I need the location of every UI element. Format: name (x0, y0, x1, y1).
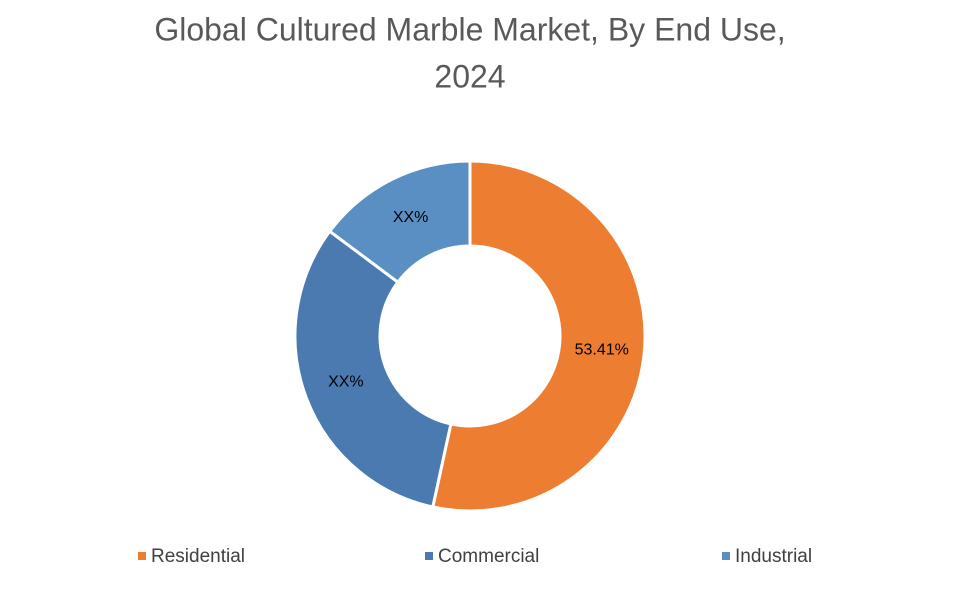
legend-marker (138, 552, 146, 560)
legend-marker (425, 552, 433, 560)
legend-marker (722, 552, 730, 560)
data-label: XX% (393, 209, 429, 226)
donut-slice (431, 159, 647, 513)
data-label: 53.41% (575, 341, 629, 358)
chart-title: Global Cultured Marble Market, By End Us… (154, 11, 785, 47)
donut-slice (293, 229, 453, 509)
legend-label: Commercial (438, 546, 539, 567)
data-label: XX% (328, 374, 364, 391)
chart-title: 2024 (434, 58, 505, 94)
donut-slice (327, 159, 472, 285)
legend-label: Industrial (735, 546, 812, 567)
legend-label: Residential (151, 546, 245, 567)
